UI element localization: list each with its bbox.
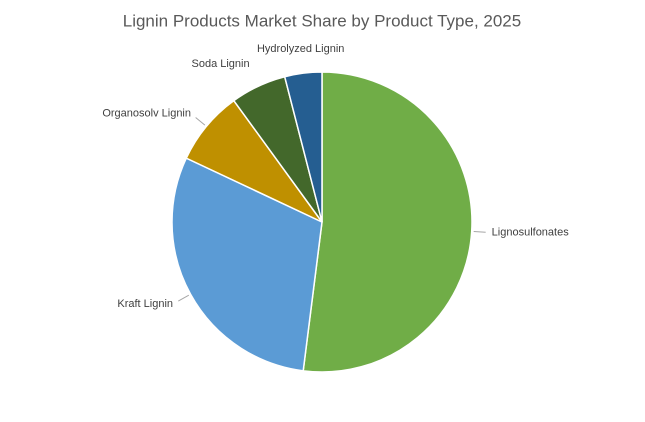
leader-line [473, 231, 486, 233]
slice-label: Organosolv Lignin [102, 108, 191, 120]
leader-line [178, 294, 190, 302]
slice-label: Hydrolyzed Lignin [257, 43, 344, 55]
pie-slice [283, 71, 323, 223]
slice-label: Lignosulfonates [492, 227, 570, 239]
pie-slice [302, 71, 473, 373]
leader-line [195, 117, 206, 126]
pie-slice [171, 157, 323, 372]
slice-label: Soda Lignin [192, 58, 250, 70]
chart-title: Lignin Products Market Share by Product … [123, 11, 521, 30]
slice-label: Kraft Lignin [117, 298, 173, 310]
